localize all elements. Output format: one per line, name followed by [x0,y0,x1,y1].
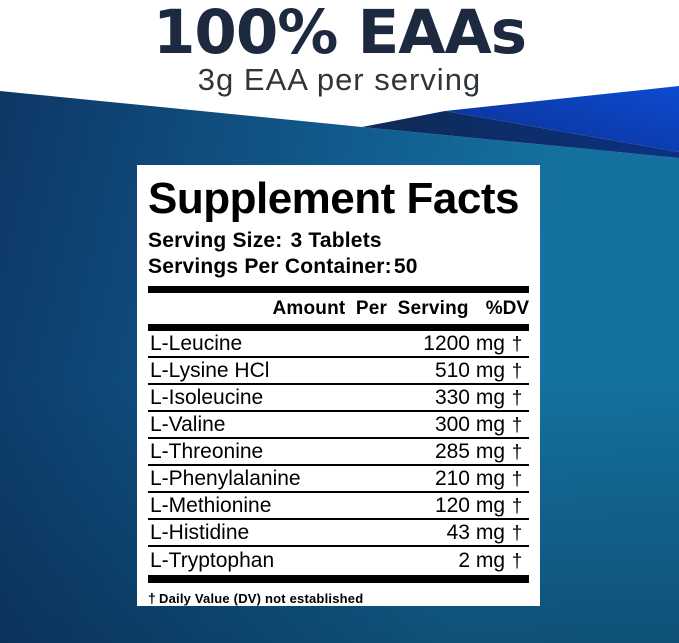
ingredient-dv-symbol: † [511,414,523,436]
servings-per-container-label: Servings Per Container: [148,255,392,278]
ingredient-dv-symbol: † [511,333,523,355]
servings-per-container-value: 50 [393,255,418,278]
ingredient-name: L-Tryptophan [150,549,275,572]
ingredient-name: L-Threonine [150,440,264,463]
ingredient-name: L-Histidine [150,521,250,544]
table-row: L-Tryptophan 2 mg † [148,547,529,574]
ingredient-dv-symbol: † [511,387,523,409]
supplement-facts-panel: Supplement Facts Serving Size: 3 Tablets … [137,165,540,606]
ingredient-name: L-Leucine [150,332,243,355]
product-claim-subtitle: 3g EAA per serving [197,62,482,97]
divider-bar-thick [148,324,529,331]
ingredient-dv-symbol: † [511,441,523,463]
ingredient-name: L-Valine [150,413,226,436]
ingredient-amount: 120 mg [434,494,505,517]
ingredient-amount: 1200 mg [423,332,505,355]
ingredient-dv-symbol: † [511,468,523,490]
ingredient-dv-symbol: † [511,495,523,517]
table-row: L-Isoleucine 330 mg † [148,385,529,412]
ingredient-dv-symbol: † [511,360,523,382]
product-claim-title: 100% EAAs [152,0,527,68]
footnote-text: Daily Value (DV) not established [159,591,364,606]
ingredient-dv-symbol: † [511,550,523,572]
table-row: L-Lysine HCl 510 mg † [148,358,529,385]
table-row: L-Histidine 43 mg † [148,520,529,547]
navy-wedge-shape [362,111,679,158]
ingredient-amount: 43 mg [446,521,505,544]
column-header-row: Amount Per Serving %DV [148,293,529,324]
footnote: † Daily Value (DV) not established [148,590,529,606]
ingredient-dv-symbol: † [511,522,523,544]
dv-column-header: %DV [485,298,529,319]
table-row: L-Methionine 120 mg † [148,493,529,520]
ingredient-name: L-Phenylalanine [150,467,301,490]
panel-title: Supplement Facts [148,174,519,223]
ingredient-amount: 510 mg [434,359,505,382]
headline-block: 100% EAAs 3g EAA per serving [0,0,679,95]
ingredient-table: L-Leucine 1200 mg † L-Lysine HCl 510 mg … [148,331,529,574]
serving-size-line: Serving Size: 3 Tablets [148,228,529,254]
ingredient-name: L-Methionine [150,494,272,517]
ingredient-amount: 2 mg [458,549,505,572]
divider-bar-thick [148,286,529,293]
table-row: L-Phenylalanine 210 mg † [148,466,529,493]
serving-size-value: 3 Tablets [290,229,382,252]
ingredient-amount: 210 mg [434,467,505,490]
dagger-symbol: † [148,590,156,606]
table-row: L-Leucine 1200 mg † [148,331,529,358]
ingredient-name: L-Lysine HCl [150,359,270,382]
ingredient-amount: 330 mg [434,386,505,409]
table-row: L-Threonine 285 mg † [148,439,529,466]
ingredient-amount: 285 mg [434,440,505,463]
servings-per-container-line: Servings Per Container:50 [148,254,529,280]
ingredient-amount: 300 mg [434,413,505,436]
table-row: L-Valine 300 mg † [148,412,529,439]
ingredient-name: L-Isoleucine [150,386,264,409]
divider-bar-thick [148,575,529,583]
serving-size-label: Serving Size: [148,229,283,252]
amount-column-header: Amount Per Serving [272,298,469,319]
royal-triangle-shape [445,86,679,152]
